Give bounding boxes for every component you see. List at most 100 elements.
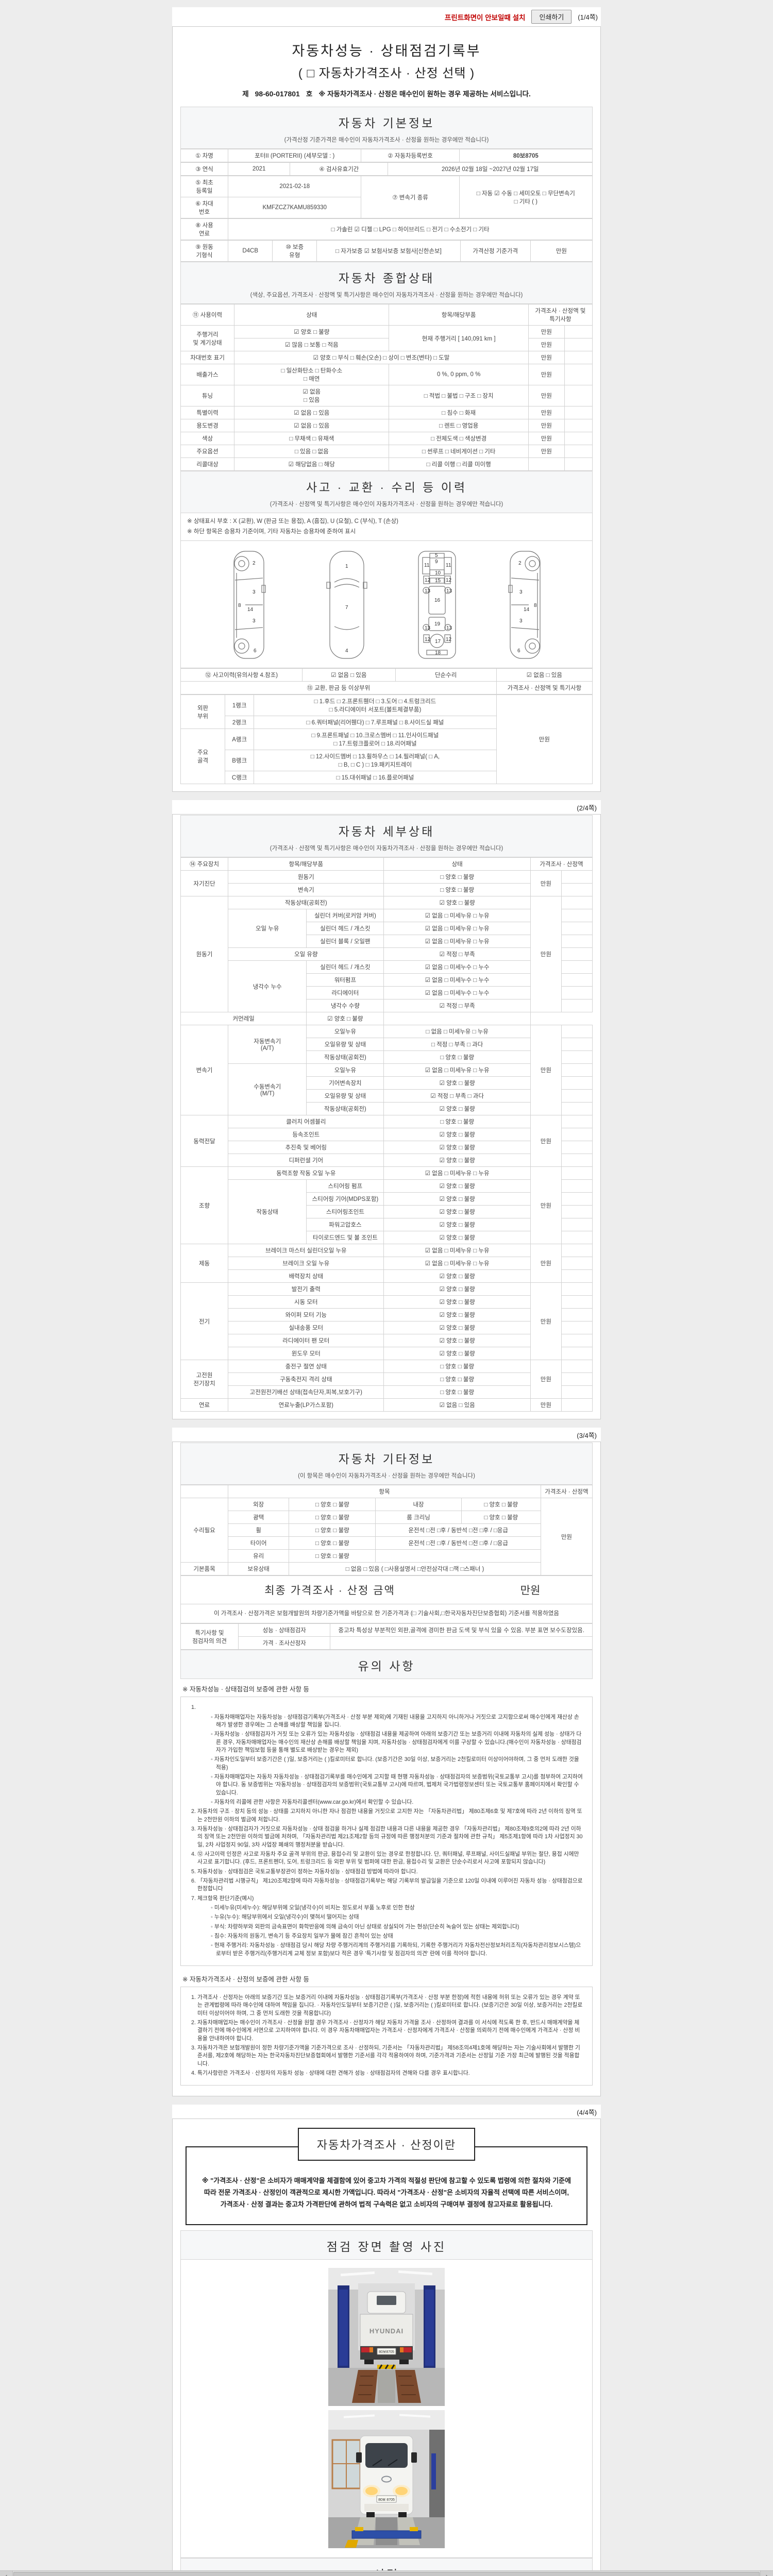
notice-item: ◦ 현재 주행거리: 자동차성능 · 상태점검 당시 해당 차량 주행거리계의 … bbox=[211, 1942, 581, 1957]
table-cell: 중고차 특성상 부분적인 외판,골격에 경미한 판금 도색 및 부식 있을 수 … bbox=[330, 1623, 593, 1637]
table-cell-empty bbox=[564, 445, 593, 458]
table-cell-empty bbox=[561, 1089, 593, 1103]
table-cell: 외장 bbox=[228, 1498, 290, 1512]
notice-item: ◦ 침수: 자동차의 원동기, 변속기 등 주요장치 일부가 물에 잠긴 흔적이… bbox=[211, 1933, 393, 1940]
table-cell: 색상 bbox=[180, 432, 235, 445]
table-cell: 주행거리 및 계기상태 bbox=[180, 325, 235, 351]
table-cell-empty bbox=[561, 1308, 593, 1322]
table-cell: 브레이크 마스터 실린더오일 누유 bbox=[228, 1244, 384, 1258]
photo-rear-illustration: HYUNDAI 80보8705 bbox=[328, 2267, 445, 2406]
truck-plate-text: 80보8705 bbox=[379, 2350, 394, 2354]
table-cell-empty bbox=[561, 1154, 593, 1167]
table-cell: 라디에이터 bbox=[306, 986, 384, 1000]
table-cell: 실린더 헤드 / 개스킷 bbox=[306, 960, 384, 974]
table-cell: 기본품목 bbox=[180, 1562, 229, 1576]
table-cell: □ 자동 ☑ 수동 □ 세미오토 □ 무단변속기 □ 기타 ( ) bbox=[459, 176, 593, 218]
table-cell: 광택 bbox=[228, 1511, 290, 1524]
table-cell: ☑ 양호 □ 불량 bbox=[383, 1308, 531, 1322]
table-cell: 발전기 출력 bbox=[228, 1282, 384, 1296]
table-cell: 만원 bbox=[530, 870, 562, 897]
table-cell: 오일누유 bbox=[306, 1063, 384, 1077]
table-cell: 커먼레일 bbox=[180, 1012, 307, 1026]
diagram-number: 14 bbox=[247, 607, 254, 613]
table-cell-empty bbox=[561, 1076, 593, 1090]
panel-rank-table: 외판 부위 1랭크 □ 1.후드 □ 2.프론트휀더 □ 3.도어 □ 4.트렁크리… bbox=[180, 694, 593, 785]
page-3: 자동차 기타정보 (이 항목은 매수인이 자동차가격조사 · 산정을 원하는 경… bbox=[172, 1442, 601, 2097]
table-cell: ① 차명 bbox=[180, 149, 229, 162]
table-cell-empty bbox=[561, 1334, 593, 1348]
table-cell-empty bbox=[561, 1038, 593, 1052]
table-cell: 주요옵션 bbox=[180, 445, 235, 458]
table-cell: 내장 bbox=[375, 1498, 462, 1512]
table-cell: 워터펌프 bbox=[306, 973, 384, 987]
doc-no-prefix: 제 bbox=[242, 90, 249, 98]
scrollbar-thumb[interactable] bbox=[13, 2572, 760, 2576]
table: ⑨ 원동 기형식 D4CB ⑩ 보증 유형 □ 자가보증 ☑ 보험사보증 보험사[신한… bbox=[180, 240, 593, 262]
diagram-number: 13 bbox=[446, 588, 452, 594]
table-cell: ☑ 없음 □ 미세누유 □ 누유 bbox=[383, 1244, 531, 1258]
etc-info-table: 항목 가격조사 · 산정액 수리필요 외장 □ 양호 □ 불량 내장 □ 양호 □ 불량 만원… bbox=[180, 1485, 593, 1576]
document-number-line: 제 98-60-017801 호 ※ 자동차가격조사 · 산정은 매수인이 원하… bbox=[180, 88, 593, 98]
section-detail-header: 자동차 세부상태 (가격조사 · 산정액 및 특기사항은 매수인이 자동차가격조… bbox=[180, 815, 593, 858]
scroll-left-arrow[interactable]: ‹ bbox=[0, 2571, 13, 2576]
table-cell-empty bbox=[561, 1063, 593, 1077]
table-cell: 충전구 절연 상태 bbox=[228, 1360, 384, 1374]
table-cell-empty bbox=[561, 1398, 593, 1412]
table-cell: ☑ 없음 □ 미세누수 □ 누수 bbox=[383, 986, 531, 1000]
notice-item: ◦ 자동차매매업자는 자동차성능 · 상태점검기록부(가격조사 · 산정 부분 … bbox=[211, 1714, 579, 1728]
table-cell: 오일 누유 bbox=[228, 909, 307, 948]
table-cell-empty bbox=[561, 1282, 593, 1296]
table-cell: ☑ 양호 □ 불량 bbox=[383, 896, 531, 910]
diagram-left-side-view: 2 3 14 3 6 8 bbox=[233, 551, 266, 659]
table-cell: 0 %, 0 ppm, 0 % bbox=[389, 364, 529, 385]
table-cell: 원동기 bbox=[228, 870, 384, 884]
table-cell: 만원 bbox=[528, 351, 565, 364]
table-cell: 리콜대상 bbox=[180, 457, 235, 471]
horizontal-scrollbar[interactable]: ‹ › bbox=[0, 2570, 773, 2576]
notice-item: 5. 자동차성능 · 상태점검은 국토교통부장관이 정하는 자동차성능 · 상태… bbox=[191, 1868, 418, 1875]
section-title: 자동차 기본정보 bbox=[338, 116, 435, 130]
table-cell: ⑧ 사용 연료 bbox=[180, 218, 229, 240]
table: ⑧ 사용 연료 □ 가솔린 ☑ 디젤 □ LPG □ 하이브리드 □ 전기 □ 수… bbox=[180, 218, 593, 240]
pricing-info-title: 자동차가격조사 · 산정이란 bbox=[298, 2128, 475, 2161]
table-cell: 주요 골격 bbox=[180, 728, 226, 785]
table: 특기사항 및 점검자의 의견 성능 · 상태점검자 중고차 특성상 부분적인 외판,… bbox=[180, 1623, 593, 1650]
table-cell: 작동상태 bbox=[228, 1179, 307, 1245]
table: ③ 연식 2021 ④ 검사유효기간 2026년 02월 18일 ~2027년 02월… bbox=[180, 162, 593, 176]
basic-info-table-1: ① 차명 포터II (PORTERII) (세부모델 : ) ② 자동차등록번호 80… bbox=[180, 149, 593, 162]
table-cell: 자기진단 bbox=[180, 870, 229, 897]
table-cell: 제동 bbox=[180, 1244, 229, 1283]
print-button[interactable]: 인쇄하기 bbox=[531, 10, 572, 24]
final-price-label: 최종 가격조사 · 산정 금액 bbox=[264, 1585, 395, 1597]
table-cell: 운전석 □전 □후 / 동반석 □전 □후 / □응급 bbox=[375, 1536, 541, 1550]
install-print-helper-link[interactable]: 프린트화면이 안보일때 설치 bbox=[444, 13, 526, 22]
page-1: 자동차성능 · 상태점검기록부 ( □ 자동차가격조사 · 산정 선택 ) 제 … bbox=[172, 26, 601, 792]
notice-a-box: 1. ◦ 자동차매매업자는 자동차성능 · 상태점검기록부(가격조사 · 산정 부… bbox=[180, 1697, 593, 1966]
table-cell: 브레이크 오일 누유 bbox=[228, 1257, 384, 1270]
table-cell: 실린더 블록 / 오일팬 bbox=[306, 935, 384, 948]
table-cell: 전기 bbox=[180, 1282, 229, 1361]
truck-plate-text: 80보 8705 bbox=[378, 2498, 395, 2502]
table-cell: ☑ 없음 □ 있음 bbox=[234, 385, 390, 406]
photo-front-illustration: 80보 8705 bbox=[328, 2410, 445, 2548]
notice-b-title: ※ 자동차가격조사 · 산정의 보증에 관한 사항 등 bbox=[182, 1976, 309, 1983]
table-cell: ☑ 없음 □ 있음 bbox=[383, 1398, 531, 1412]
table-cell: 동력조향 작동 오일 누유 bbox=[228, 1166, 384, 1180]
table-cell: 구동축전지 격리 상태 bbox=[228, 1372, 384, 1386]
table-cell: 80보8705 bbox=[459, 149, 593, 162]
table-cell: 실린더 커버(로커암 커버) bbox=[306, 909, 384, 923]
table-cell: 자동변속기 (A/T) bbox=[228, 1025, 307, 1064]
table: ⑤ 최초 등록일 2021-02-18 ⑦ 변속기 종류 □ 자동 ☑ 수동 □ 세미… bbox=[180, 176, 593, 218]
table-cell-empty bbox=[561, 1244, 593, 1258]
table-cell: ☑ 양호 □ 불량 bbox=[383, 1321, 531, 1335]
table-cell: ☑ 적정 □ 부족 bbox=[383, 947, 531, 961]
table-cell: □ 없음 □ 미세누유 □ 누유 bbox=[383, 1025, 531, 1039]
section-basic-info-header: 자동차 기본정보 (가격산정 기준가격은 매수인이 자동차가격조사 · 산정을 … bbox=[180, 107, 593, 149]
table-cell: □ 침수 □ 화재 bbox=[389, 406, 529, 419]
table-cell: ☑ 해당없음 □ 해당 bbox=[234, 457, 390, 471]
scroll-right-arrow[interactable]: › bbox=[760, 2571, 773, 2576]
table-cell: ⑭ 주요장치 bbox=[180, 857, 229, 871]
table-cell-empty bbox=[564, 432, 593, 445]
table-cell: 오일유량 및 상태 bbox=[306, 1038, 384, 1052]
table-cell: C랭크 bbox=[225, 771, 255, 785]
